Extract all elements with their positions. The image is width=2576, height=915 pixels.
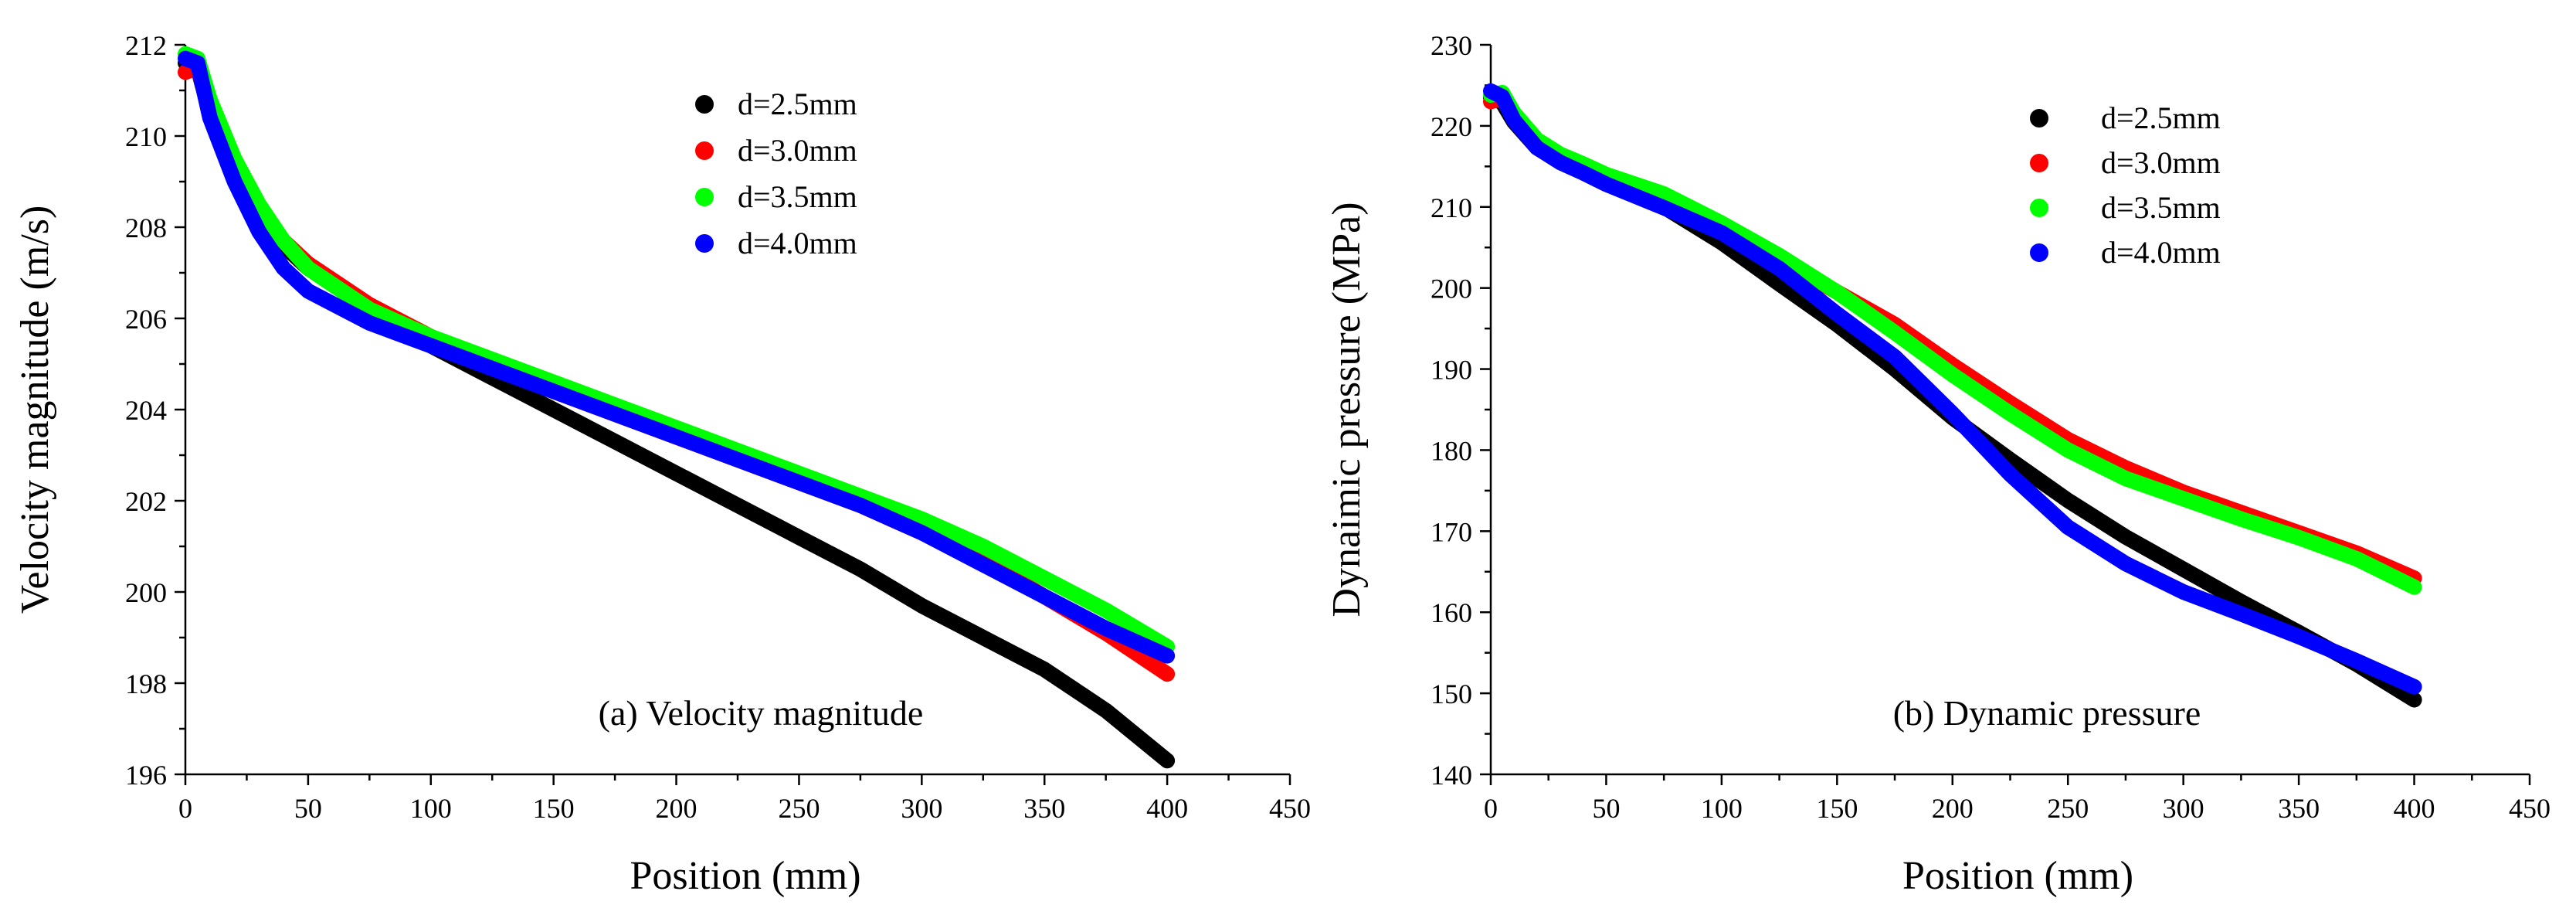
x-tick-label: 0 [1484, 793, 1498, 824]
legend-label: d=2.5mm [2101, 100, 2221, 135]
legend-label: d=3.0mm [738, 133, 857, 168]
x-tick-label: 200 [1932, 793, 1974, 824]
legend-label: d=4.0mm [738, 226, 857, 260]
legend-marker [695, 95, 714, 114]
x-tick-label: 300 [901, 793, 942, 824]
x-tick-label: 50 [1592, 793, 1620, 824]
legend-label: d=3.5mm [738, 179, 857, 214]
velocity-chart: 0 50 100 150 200 250 300 350 400 450 196 198 200 202 2… [13, 30, 1311, 898]
series-line [178, 50, 1176, 664]
y-tick-label: 202 [125, 486, 167, 517]
series-line [178, 46, 1176, 655]
y-tick-label: 220 [1431, 111, 1472, 142]
series-line [1483, 90, 2422, 587]
y-tick-label: 190 [1431, 355, 1472, 386]
y-tick-label: 210 [1431, 192, 1472, 223]
legend-marker [2030, 199, 2048, 217]
y-tick-label: 212 [125, 30, 167, 61]
x-axis-title: Position (mm) [1902, 854, 2133, 898]
x-tick-label: 200 [656, 793, 697, 824]
x-tick-label: 150 [533, 793, 575, 824]
x-tick-label: 300 [2163, 793, 2204, 824]
x-tick-label: 150 [1816, 793, 1858, 824]
y-tick-label: 200 [1431, 274, 1472, 304]
x-tick-label: 450 [1269, 793, 1311, 824]
x-tick-label: 400 [1146, 793, 1188, 824]
y-tick-label: 196 [125, 760, 167, 791]
legend-marker [2030, 109, 2048, 128]
x-tick-label: 250 [778, 793, 820, 824]
x-tick-label: 350 [2278, 793, 2320, 824]
pressure-chart: 0 50 100 150 200 250 300 350 400 450 140 150 160 170 1… [1325, 30, 2551, 898]
y-tick-label: 180 [1431, 435, 1472, 466]
x-tick-label: 50 [294, 793, 322, 824]
y-tick-label: 160 [1431, 597, 1472, 628]
y-axis-title: Dynaimic pressure (MPa) [1325, 202, 1369, 617]
y-tick-label: 204 [125, 395, 167, 426]
y-tick-label: 140 [1431, 760, 1472, 791]
legend-label: d=3.0mm [2101, 145, 2221, 180]
y-tick-label: 200 [125, 577, 167, 608]
legend-marker [2030, 154, 2048, 172]
series-line [1483, 83, 2422, 695]
legend-marker [695, 188, 714, 206]
x-axis-title: Position (mm) [630, 854, 860, 898]
x-tick-label: 100 [410, 793, 452, 824]
legend-marker [695, 141, 714, 160]
y-tick-label: 206 [125, 304, 167, 335]
x-tick-label: 450 [2509, 793, 2551, 824]
panel-caption: (a) Velocity magnitude [599, 693, 924, 733]
series-line [1483, 84, 2422, 595]
y-tick-label: 210 [125, 121, 167, 152]
legend-marker [2030, 243, 2048, 262]
x-tick-label: 350 [1023, 793, 1065, 824]
y-tick-label: 150 [1431, 679, 1472, 709]
x-tick-label: 400 [2394, 793, 2435, 824]
y-tick-label: 208 [125, 213, 167, 243]
y-tick-label: 170 [1431, 516, 1472, 547]
panel-caption: (b) Dynamic pressure [1893, 693, 2201, 733]
y-tick-label: 198 [125, 668, 167, 699]
y-axis-title: Velocity magnitude (m/s) [13, 206, 57, 614]
y-tick-label: 230 [1431, 30, 1472, 61]
x-tick-label: 250 [2047, 793, 2089, 824]
series-line [178, 55, 1176, 769]
legend-label: d=2.5mm [738, 87, 857, 121]
legend-marker [695, 234, 714, 253]
legend-label: d=4.0mm [2101, 235, 2221, 270]
legend-label: d=3.5mm [2101, 190, 2221, 225]
x-tick-label: 100 [1701, 793, 1743, 824]
x-tick-label: 0 [178, 793, 192, 824]
